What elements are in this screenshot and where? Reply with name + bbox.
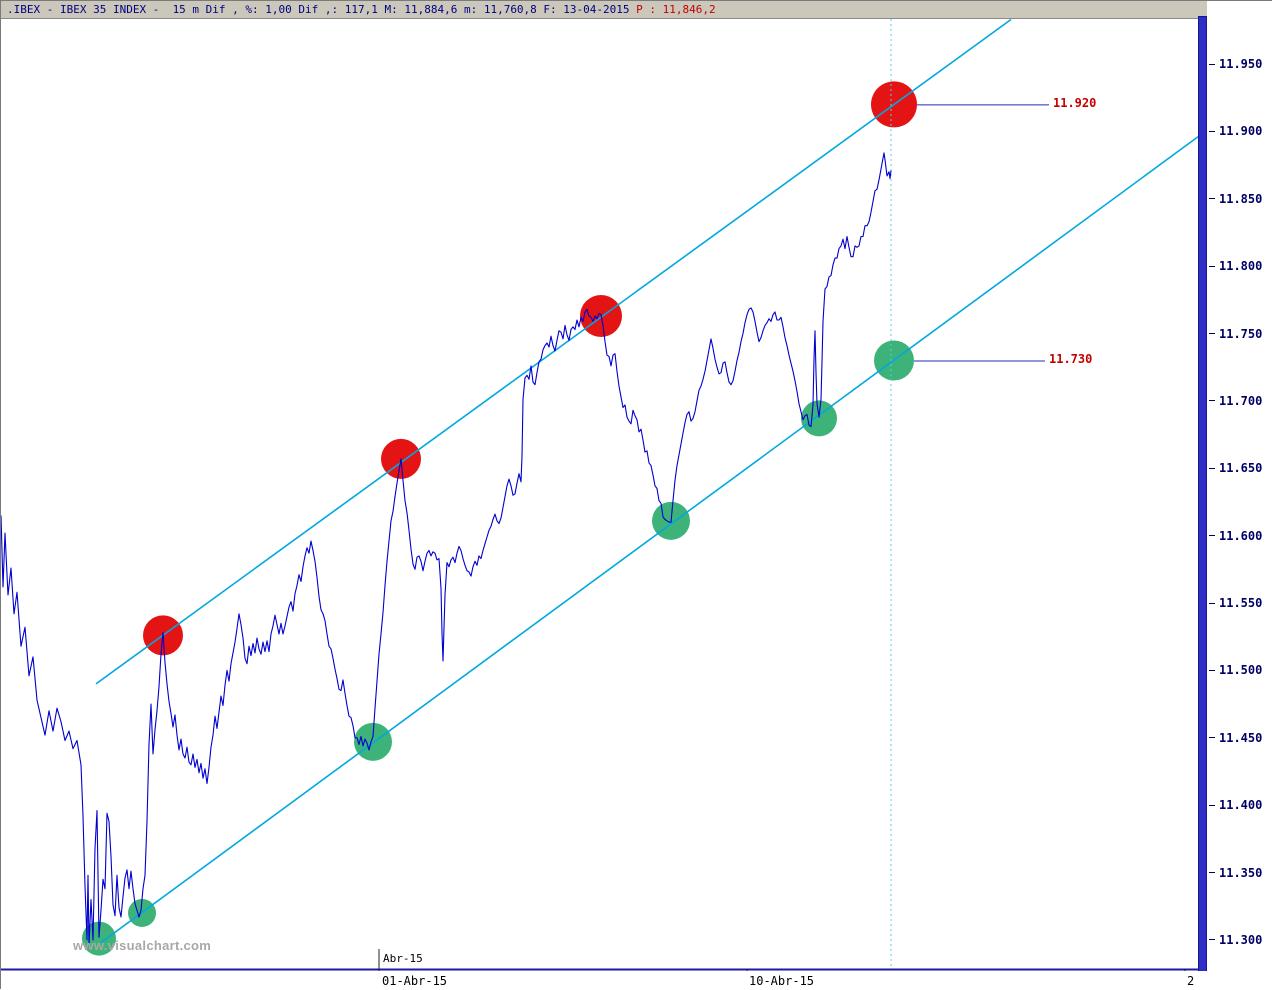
y-axis-label: 11.650	[1219, 461, 1262, 475]
y-axis-tick-mark	[1209, 939, 1215, 940]
price-line	[1, 153, 891, 945]
y-axis-tick-mark	[1209, 266, 1215, 267]
price-scale[interactable]: 11.950 11.900 11.850 11.800 11.750 11.700 11.6…	[1207, 1, 1272, 990]
y-axis-label: 11.600	[1219, 529, 1262, 543]
y-axis-label: 11.800	[1219, 259, 1262, 273]
y-axis-tick: 11.900	[1209, 124, 1262, 138]
y-axis-tick: 11.550	[1209, 596, 1262, 610]
y-axis-tick: 11.350	[1209, 866, 1262, 880]
y-axis-tick-mark	[1209, 131, 1215, 132]
x-axis-label: 01-Abr-15	[382, 974, 447, 988]
price-callout-upper: 11.920	[1053, 96, 1096, 110]
y-axis-label: 11.550	[1219, 596, 1262, 610]
scrollbar[interactable]	[1198, 16, 1207, 974]
x-axis-label: 10-Abr-15	[749, 974, 814, 988]
y-axis-tick-mark	[1209, 468, 1215, 469]
y-axis-tick-mark	[1209, 670, 1215, 671]
channel-lower-trendline[interactable]	[101, 137, 1198, 943]
y-axis-tick-mark	[1209, 603, 1215, 604]
y-axis-label: 11.750	[1219, 327, 1262, 341]
y-axis-tick: 11.950	[1209, 57, 1262, 71]
y-axis-tick: 11.400	[1209, 798, 1262, 812]
y-axis-label: 11.350	[1219, 866, 1262, 880]
month-label: Abr-15	[383, 952, 423, 965]
y-axis-label: 11.850	[1219, 192, 1262, 206]
channel-upper-trendline[interactable]	[96, 20, 1011, 684]
y-axis-tick-mark	[1209, 805, 1215, 806]
y-axis-label: 11.450	[1219, 731, 1262, 745]
y-axis-tick-mark	[1209, 400, 1215, 401]
y-axis-label: 11.400	[1219, 798, 1262, 812]
y-axis-tick-mark	[1209, 737, 1215, 738]
y-axis-label: 11.950	[1219, 57, 1262, 71]
y-axis-tick: 11.300	[1209, 933, 1262, 947]
x-axis-label: 2	[1187, 974, 1194, 988]
y-axis-tick-mark	[1209, 198, 1215, 199]
y-axis-label: 11.500	[1219, 663, 1262, 677]
y-axis-tick: 11.500	[1209, 663, 1262, 677]
y-axis-tick-mark	[1209, 535, 1215, 536]
y-axis-tick: 11.600	[1209, 529, 1262, 543]
y-axis-tick: 11.700	[1209, 394, 1262, 408]
y-axis-tick-mark	[1209, 64, 1215, 65]
y-axis-tick: 11.450	[1209, 731, 1262, 745]
price-callout-lower: 11.730	[1049, 352, 1092, 366]
y-axis-label: 11.700	[1219, 394, 1262, 408]
y-axis-label: 11.900	[1219, 124, 1262, 138]
time-scale[interactable]: 01-Abr-15 10-Abr-15 2	[1, 971, 1272, 990]
y-axis-tick: 11.650	[1209, 461, 1262, 475]
y-axis-tick: 11.800	[1209, 259, 1262, 273]
y-axis-tick: 11.750	[1209, 327, 1262, 341]
y-axis-tick-mark	[1209, 872, 1215, 873]
watermark: www.visualchart.com	[73, 938, 211, 953]
y-axis-tick-mark	[1209, 333, 1215, 334]
y-axis-label: 11.300	[1219, 933, 1262, 947]
y-axis-tick: 11.850	[1209, 192, 1262, 206]
